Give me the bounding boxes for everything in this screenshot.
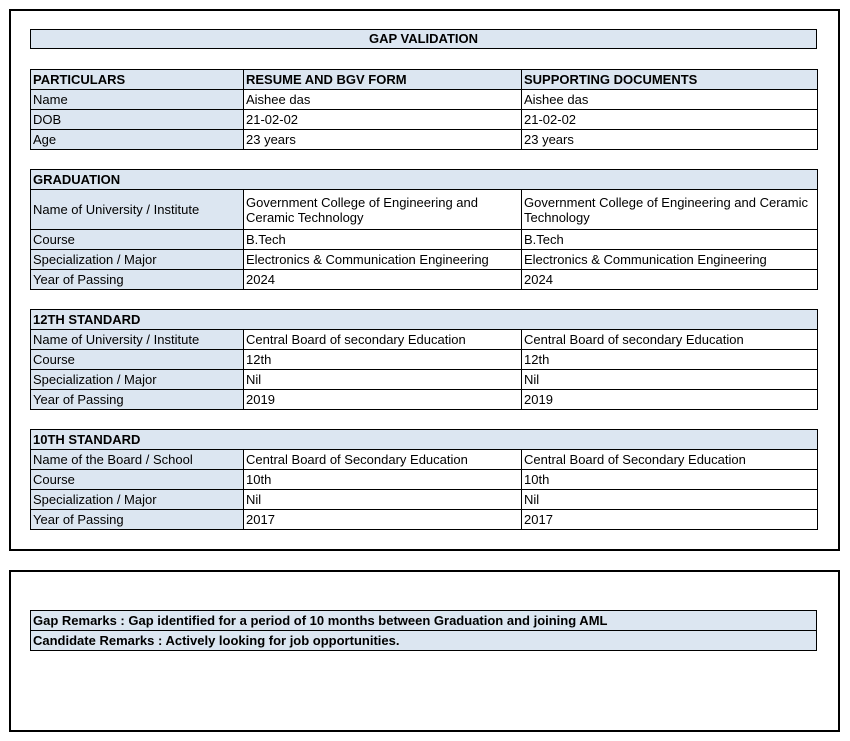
- row-label: Specialization / Major: [30, 489, 244, 510]
- resume-value: 12th: [243, 349, 522, 370]
- row-label: Age: [30, 129, 244, 150]
- section-heading: 10TH STANDARD: [29, 429, 819, 450]
- twelfth-table: 12TH STANDARD Name of University / Insti…: [29, 309, 819, 410]
- validation-panel: [9, 9, 840, 551]
- row-label: Name of University / Institute: [30, 329, 244, 350]
- row-label: Course: [30, 229, 244, 250]
- header-row: PARTICULARS RESUME AND BGV FORM SUPPORTI…: [30, 69, 818, 90]
- section-heading: 12TH STANDARD: [29, 309, 819, 330]
- row-label: Year of Passing: [30, 269, 244, 290]
- row-label: Name of University / Institute: [30, 189, 244, 230]
- document-value: Central Board of Secondary Education: [520, 449, 819, 470]
- table-row: Name of University / Institute Central Bo…: [30, 329, 819, 350]
- table-row: Specialization / Major Electronics & Comm…: [30, 249, 819, 270]
- row-label: Name of the Board / School: [30, 449, 244, 470]
- resume-value: Central Board of Secondary Education: [243, 449, 522, 470]
- table-row: Course 12th 12th: [30, 349, 819, 370]
- column-header: RESUME AND BGV FORM: [243, 69, 522, 90]
- row-label: Year of Passing: [30, 509, 244, 530]
- document-value: 23 years: [521, 129, 818, 150]
- document-value: Electronics & Communication Engineering: [520, 249, 819, 270]
- column-header: PARTICULARS: [30, 69, 244, 90]
- row-label: Name: [30, 89, 244, 110]
- resume-value: 21-02-02: [243, 109, 522, 130]
- gap-remarks: Gap Remarks : Gap identified for a perio…: [30, 610, 817, 631]
- table-row: Year of Passing 2024 2024: [30, 269, 819, 290]
- table-row: Name of University / Institute Government…: [30, 189, 819, 230]
- document-value: 2019: [520, 389, 819, 410]
- row-label: DOB: [30, 109, 244, 130]
- resume-value: Nil: [243, 489, 522, 510]
- table-row: Name Aishee das Aishee das: [30, 89, 818, 110]
- table-row: DOB 21-02-02 21-02-02: [30, 109, 818, 130]
- resume-value: Central Board of secondary Education: [243, 329, 522, 350]
- document-value: Aishee das: [521, 89, 818, 110]
- section-heading: GRADUATION: [29, 169, 819, 190]
- document-value: 2024: [520, 269, 819, 290]
- document-value: 21-02-02: [521, 109, 818, 130]
- table-row: Year of Passing 2019 2019: [30, 389, 819, 410]
- candidate-remarks: Candidate Remarks : Actively looking for…: [30, 630, 817, 651]
- resume-value: 2017: [243, 509, 522, 530]
- resume-value: 23 years: [243, 129, 522, 150]
- row-label: Year of Passing: [30, 389, 244, 410]
- column-header: SUPPORTING DOCUMENTS: [521, 69, 818, 90]
- document-value: 10th: [520, 469, 819, 490]
- document-value: Central Board of secondary Education: [520, 329, 819, 350]
- table-row: Specialization / Major Nil Nil: [30, 489, 819, 510]
- row-label: Course: [30, 469, 244, 490]
- table-row: Year of Passing 2017 2017: [30, 509, 819, 530]
- resume-value: Aishee das: [243, 89, 522, 110]
- personal-table: PARTICULARS RESUME AND BGV FORM SUPPORTI…: [30, 69, 818, 150]
- table-row: Course 10th 10th: [30, 469, 819, 490]
- remarks-panel: [9, 570, 840, 732]
- resume-value: Electronics & Communication Engineering: [243, 249, 522, 270]
- table-row: Course B.Tech B.Tech: [30, 229, 819, 250]
- document-value: 12th: [520, 349, 819, 370]
- document-value: Nil: [520, 369, 819, 390]
- row-label: Course: [30, 349, 244, 370]
- resume-value: 2024: [243, 269, 522, 290]
- table-row: Specialization / Major Nil Nil: [30, 369, 819, 390]
- document-value: Government College of Engineering and Ce…: [520, 189, 819, 230]
- table-row: Age 23 years 23 years: [30, 129, 818, 150]
- resume-value: Nil: [243, 369, 522, 390]
- row-label: Specialization / Major: [30, 249, 244, 270]
- document-value: Nil: [520, 489, 819, 510]
- resume-value: Government College of Engineering and Ce…: [243, 189, 522, 230]
- document-value: 2017: [520, 509, 819, 530]
- resume-value: 10th: [243, 469, 522, 490]
- resume-value: 2019: [243, 389, 522, 410]
- document-value: B.Tech: [520, 229, 819, 250]
- table-row: Name of the Board / School Central Board …: [30, 449, 819, 470]
- tenth-table: 10TH STANDARD Name of the Board / School…: [29, 429, 819, 530]
- row-label: Specialization / Major: [30, 369, 244, 390]
- page-title: GAP VALIDATION: [30, 29, 817, 49]
- resume-value: B.Tech: [243, 229, 522, 250]
- remarks-table: Gap Remarks : Gap identified for a perio…: [30, 610, 817, 651]
- graduation-table: GRADUATION Name of University / Institut…: [29, 169, 819, 290]
